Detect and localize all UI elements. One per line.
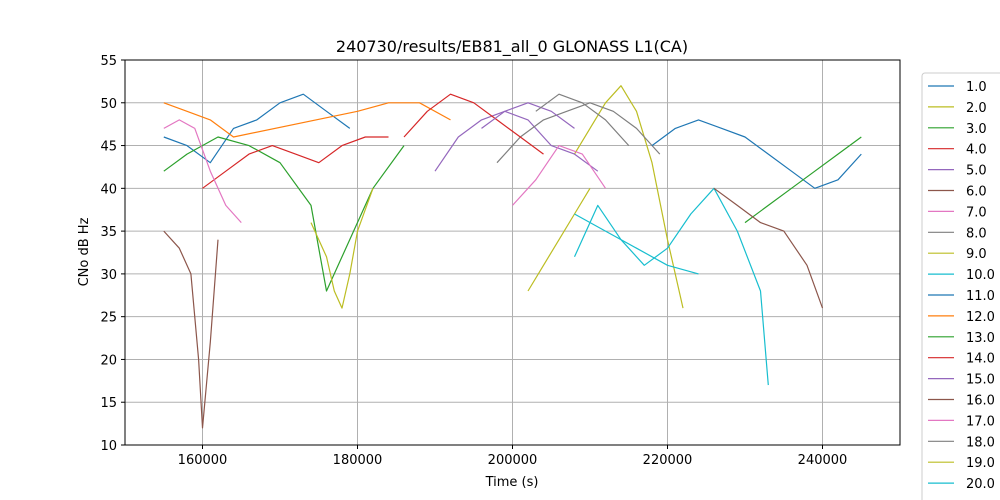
grid xyxy=(125,59,900,446)
series-line-9.0 xyxy=(310,188,374,309)
y-tick-label: 50 xyxy=(100,97,117,112)
legend-label: 3.0 xyxy=(966,122,987,137)
legend-label: 19.0 xyxy=(966,456,995,471)
series-line-15.0 xyxy=(481,102,575,129)
x-tick-label: 180000 xyxy=(333,453,383,468)
x-axis-label: Time (s) xyxy=(485,475,539,490)
legend-label: 8.0 xyxy=(966,226,987,241)
series-line-12.0 xyxy=(163,102,451,138)
y-tick-label: 10 xyxy=(100,439,117,454)
chart-title: 240730/results/EB81_all_0 GLONASS L1(CA) xyxy=(336,37,688,57)
legend-label: 5.0 xyxy=(966,164,987,179)
legend-label: 15.0 xyxy=(966,373,995,388)
legend-box xyxy=(921,72,1000,500)
y-tick-label: 40 xyxy=(100,182,117,197)
legend-label: 2.0 xyxy=(966,101,987,116)
legend-label: 14.0 xyxy=(966,352,995,367)
series-line-18.0 xyxy=(535,93,630,147)
legend-label: 13.0 xyxy=(966,331,995,346)
series-line-1.0 xyxy=(163,93,351,164)
series-line-13.0 xyxy=(744,136,862,224)
y-tick-label: 55 xyxy=(100,54,117,69)
series-line-11.0 xyxy=(651,119,862,189)
legend-items: 1.0 2.0 3.0 4.0 5.0 6.0 7.0 8.0 9.0 10.0 11.0 12.0 1… xyxy=(928,80,995,492)
x-tick-label: 200000 xyxy=(488,453,538,468)
y-tick-label: 25 xyxy=(100,311,117,326)
series-line-6.0 xyxy=(163,230,219,429)
y-axis-label: CNo dB Hz xyxy=(77,217,92,286)
y-axis-ticks: 10 15 20 25 30 35 40 45 50 55 xyxy=(100,54,125,454)
legend-label: 12.0 xyxy=(966,310,995,325)
x-axis-ticks: 160000 180000 200000 220000 240000 xyxy=(178,445,848,468)
legend-label: 18.0 xyxy=(966,435,995,450)
series-line-17.0 xyxy=(512,145,606,206)
series-line-10.0 xyxy=(573,187,769,386)
series-line-2.0 xyxy=(573,85,684,309)
series-line-5.0 xyxy=(434,110,599,172)
y-tick-label: 20 xyxy=(100,353,117,368)
series-lines xyxy=(163,85,862,429)
x-tick-label: 160000 xyxy=(178,453,228,468)
y-tick-label: 30 xyxy=(100,268,117,283)
series-line-8.0 xyxy=(496,102,661,164)
legend-label: 20.0 xyxy=(966,477,995,492)
x-tick-label: 240000 xyxy=(798,453,848,468)
series-line-14.0 xyxy=(403,93,544,155)
series-line-3.0 xyxy=(163,136,405,292)
legend-label: 17.0 xyxy=(966,414,995,429)
x-tick-label: 220000 xyxy=(643,453,693,468)
y-tick-label: 15 xyxy=(100,396,117,411)
legend-label: 4.0 xyxy=(966,143,987,158)
legend: 1.0 2.0 3.0 4.0 5.0 6.0 7.0 8.0 9.0 10.0 11.0 12.0 1… xyxy=(921,72,1000,500)
legend-label: 16.0 xyxy=(966,394,995,409)
legend-label: 7.0 xyxy=(966,205,987,220)
series-line-19.0 xyxy=(527,187,591,292)
y-tick-label: 45 xyxy=(100,140,117,155)
legend-label: 6.0 xyxy=(966,185,987,200)
y-tick-label: 35 xyxy=(100,225,117,240)
legend-label: 11.0 xyxy=(966,289,995,304)
series-line-7.0 xyxy=(163,119,242,224)
series-line-16.0 xyxy=(713,187,824,309)
legend-label: 9.0 xyxy=(966,247,987,262)
series-line-4.0 xyxy=(202,136,389,189)
legend-label: 10.0 xyxy=(966,268,995,283)
legend-label: 1.0 xyxy=(966,80,987,95)
series-line-20.0 xyxy=(574,213,699,275)
